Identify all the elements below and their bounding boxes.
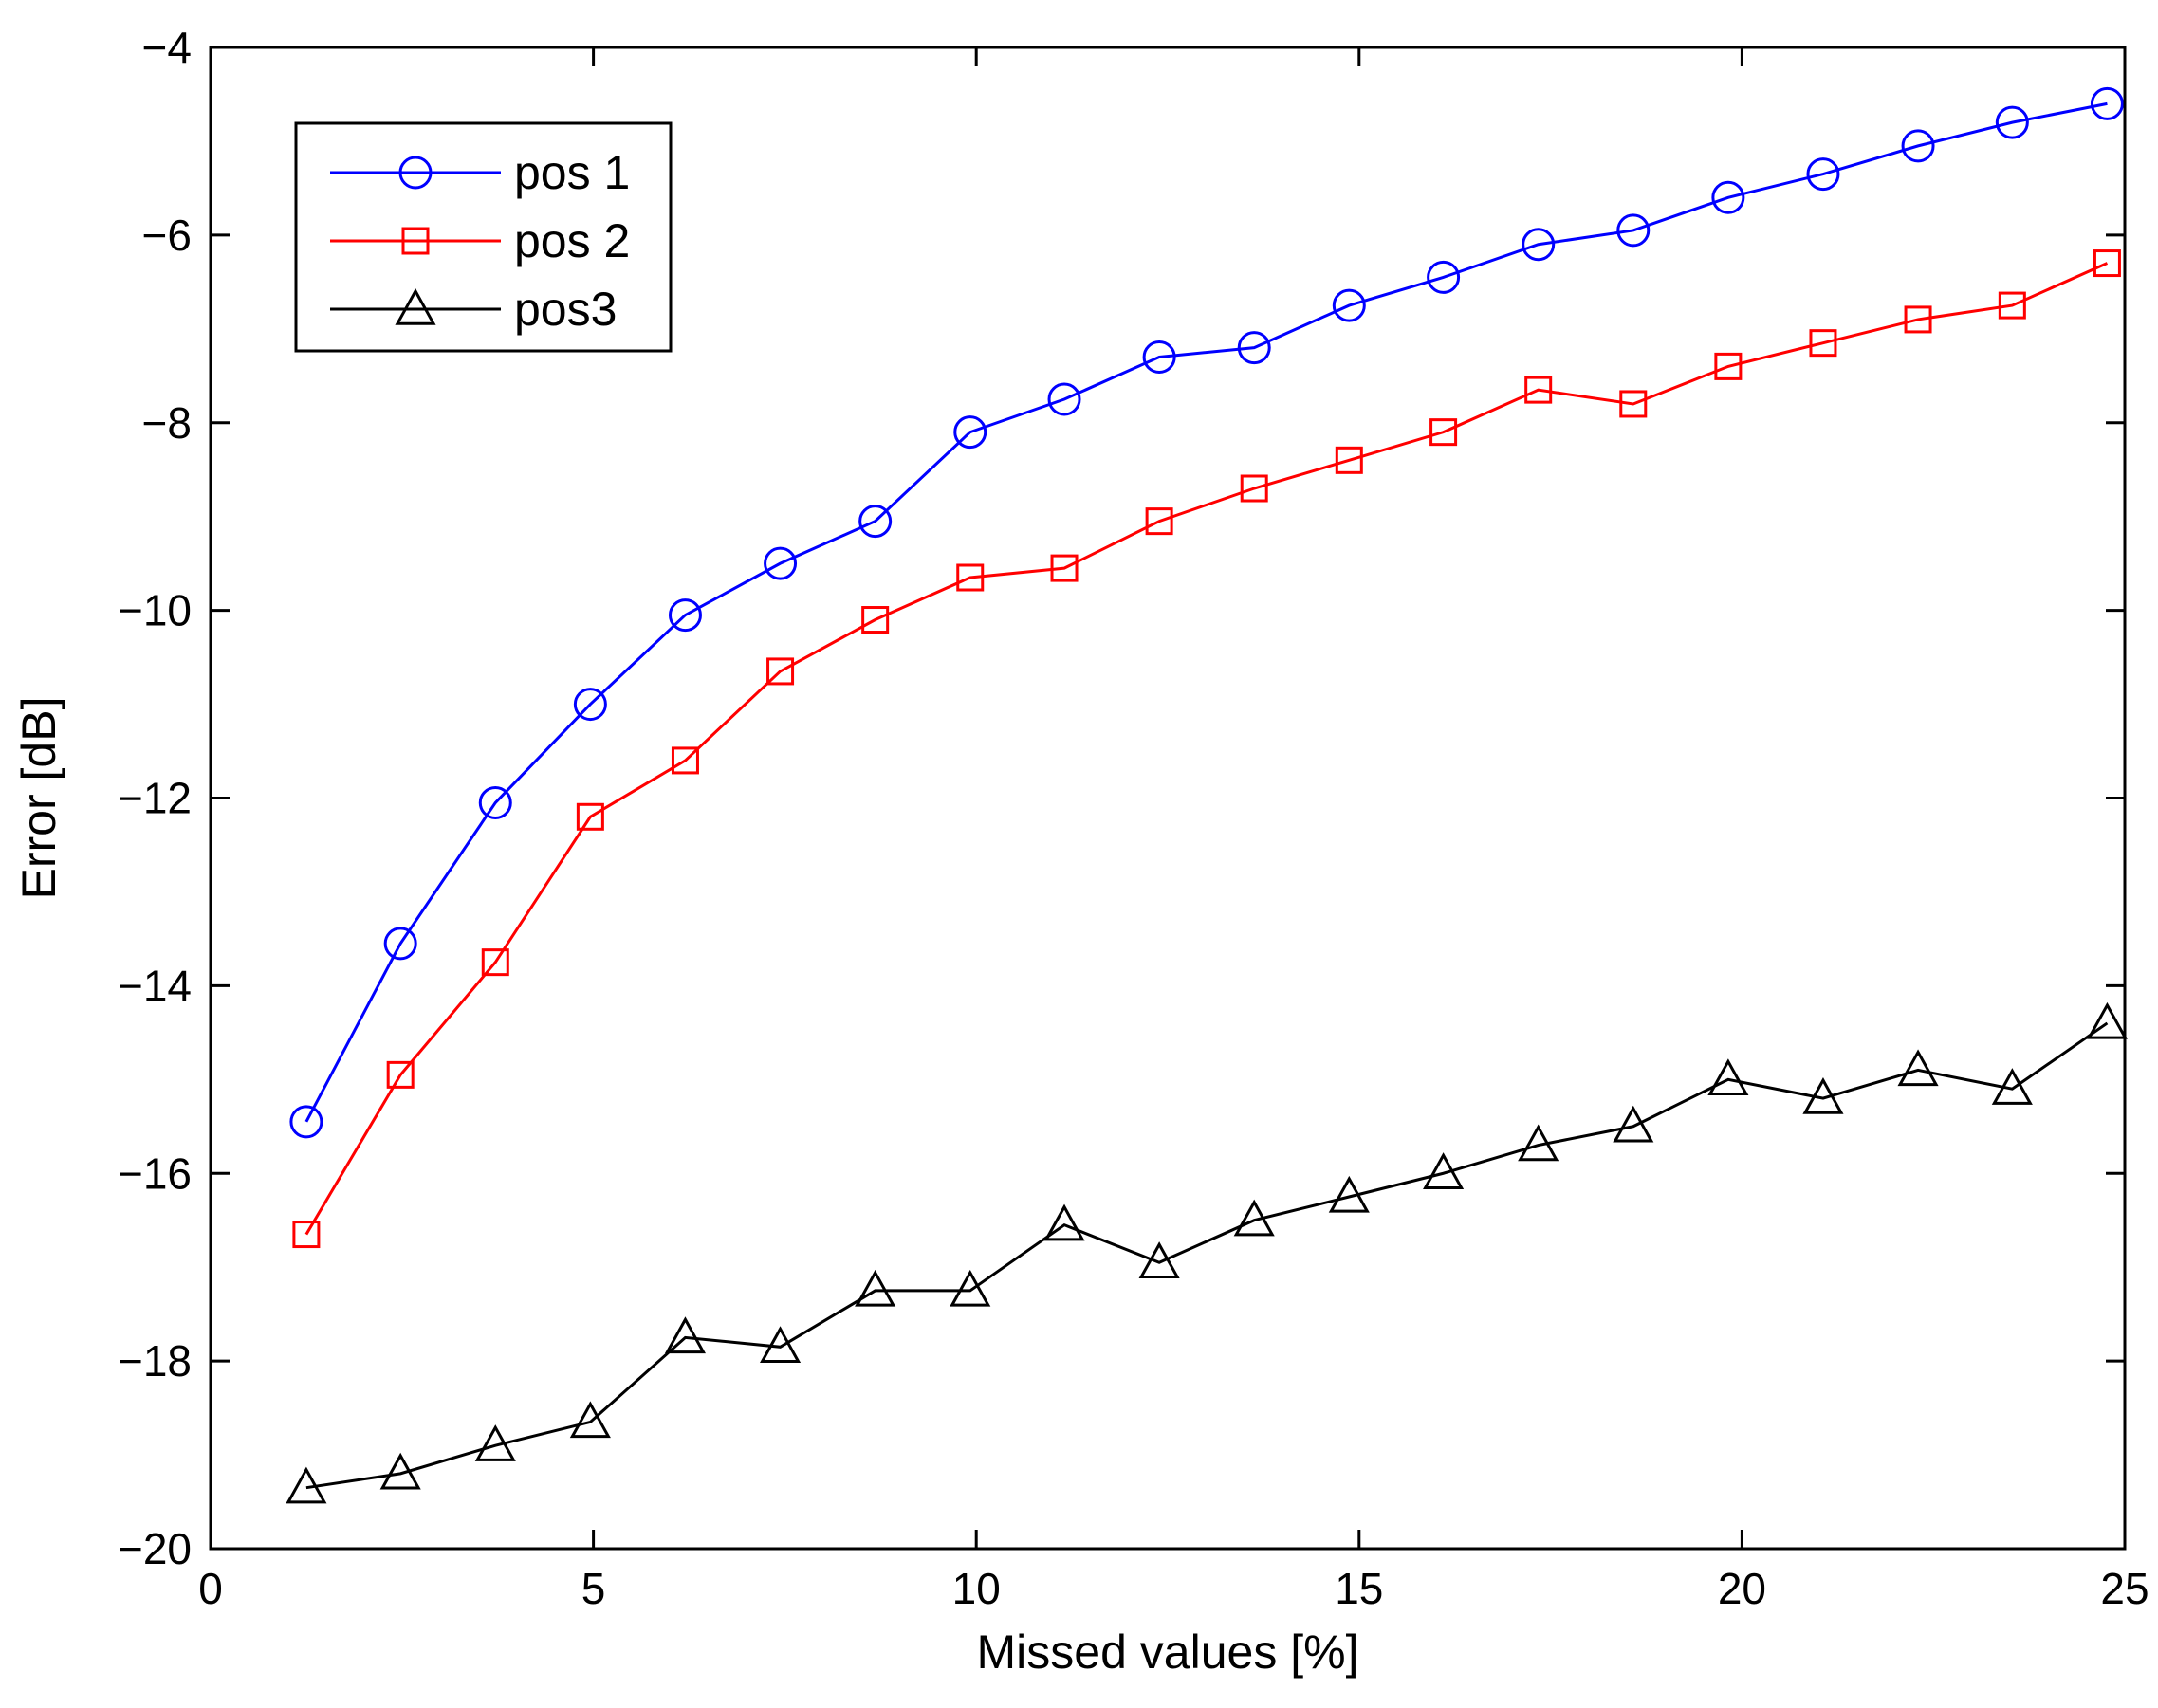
y-axis-label: Error [dB] [12, 697, 65, 900]
data-point-pos-1 [1616, 213, 1651, 248]
data-point-pos-2 [1809, 329, 1837, 358]
data-point-pos3 [1802, 1077, 1844, 1114]
data-point-pos-1 [478, 785, 512, 819]
data-point-pos-1 [289, 1105, 323, 1139]
legend-swatch-marker [401, 227, 430, 255]
legend-item-pos3: pos3 [330, 283, 617, 336]
data-point-pos-1 [1995, 105, 2029, 139]
data-point-pos3 [569, 1401, 611, 1439]
data-point-pos-2 [956, 563, 985, 592]
data-point-pos-1 [953, 415, 987, 450]
legend-item-pos-1: pos 1 [330, 146, 630, 199]
data-point-pos-2 [1524, 376, 1553, 404]
data-point-pos-1 [1047, 382, 1081, 416]
data-point-pos3 [1138, 1241, 1180, 1278]
data-point-pos-2 [671, 746, 699, 775]
legend-swatch-marker [398, 156, 433, 190]
x-tick-label: 25 [2100, 1564, 2149, 1613]
data-point-pos-2 [386, 1060, 415, 1089]
data-point-pos-2 [1240, 474, 1268, 503]
data-point-pos-1 [764, 546, 798, 580]
legend-label: pos 2 [514, 214, 630, 267]
data-point-pos-1 [1237, 331, 1271, 365]
data-point-pos3 [2086, 1001, 2128, 1039]
x-axis-label: Missed values [%] [977, 1625, 1359, 1679]
ticks-layer: 0 5 10 15 20 25 −20 −18 −16 −14 −12 −10 −8 −6 −4 [118, 23, 2149, 1613]
x-tick-label: 15 [1335, 1564, 1383, 1613]
data-point-pos3 [664, 1316, 707, 1354]
data-point-pos-2 [861, 606, 890, 634]
data-point-pos-2 [576, 802, 604, 831]
legend-label: pos3 [514, 283, 617, 336]
data-point-pos-1 [858, 505, 893, 539]
data-point-pos-1 [2090, 86, 2124, 120]
data-point-pos3 [1897, 1049, 1939, 1087]
data-point-pos3 [760, 1326, 802, 1363]
data-point-pos-1 [1427, 260, 1461, 294]
y-tick-label: −10 [118, 586, 192, 635]
data-point-pos-2 [1714, 352, 1743, 380]
y-tick-label: −6 [142, 211, 192, 260]
data-point-pos-2 [1050, 554, 1079, 582]
data-point-pos3 [474, 1424, 516, 1461]
y-tick-label: −14 [118, 961, 192, 1010]
data-point-pos-2 [1619, 390, 1648, 418]
data-point-pos3 [286, 1466, 327, 1504]
y-tick-label: −18 [118, 1336, 192, 1386]
series-layer [286, 86, 2128, 1504]
data-point-pos3 [1328, 1175, 1370, 1213]
data-point-pos-1 [668, 598, 702, 633]
data-point-pos-1 [1142, 340, 1176, 374]
legend-label: pos 1 [514, 146, 630, 199]
data-point-pos3 [1233, 1199, 1275, 1237]
data-point-pos-2 [1429, 418, 1458, 447]
data-point-pos-2 [481, 948, 509, 977]
series-pos-1 [289, 86, 2124, 1139]
data-point-pos3 [379, 1452, 421, 1490]
legend: pos 1 pos 2 pos3 [294, 121, 673, 353]
y-tick-label: −8 [142, 398, 192, 448]
y-tick-label: −12 [118, 774, 192, 823]
x-tick-label: 0 [198, 1564, 223, 1613]
data-point-pos-1 [383, 927, 417, 961]
data-point-pos-1 [1806, 157, 1840, 192]
y-tick-label: −16 [118, 1148, 192, 1198]
data-point-pos3 [1043, 1203, 1085, 1241]
x-tick-label: 5 [581, 1564, 606, 1613]
series-line-pos3 [305, 1021, 2109, 1490]
data-point-pos3 [1991, 1068, 2033, 1105]
series-pos-2 [292, 249, 2121, 1249]
data-point-pos-2 [1904, 305, 1932, 334]
x-tick-label: 10 [952, 1564, 1001, 1613]
legend-item-pos-2: pos 2 [330, 214, 630, 267]
data-point-pos-1 [1711, 180, 1745, 214]
x-tick-label: 20 [1718, 1564, 1766, 1613]
data-point-pos-1 [573, 688, 607, 722]
y-tick-label: −4 [142, 23, 192, 72]
data-point-pos3 [1707, 1058, 1749, 1096]
data-point-pos-2 [2093, 249, 2121, 278]
data-point-pos3 [855, 1269, 896, 1307]
series-pos3 [286, 1001, 2128, 1504]
data-point-pos-2 [1145, 507, 1173, 536]
data-point-pos-2 [1998, 291, 2026, 320]
legend-swatch-marker [395, 287, 436, 325]
legend-box [294, 121, 673, 353]
data-point-pos-1 [1522, 228, 1556, 262]
y-tick-label: −20 [118, 1524, 192, 1573]
data-point-pos3 [1518, 1124, 1559, 1162]
data-point-pos3 [1613, 1105, 1654, 1143]
data-point-pos-2 [1335, 446, 1363, 474]
data-point-pos-2 [766, 657, 795, 686]
data-point-pos-1 [1332, 288, 1366, 322]
series-line-pos-2 [304, 262, 2109, 1236]
data-point-pos-1 [1901, 129, 1935, 163]
data-point-pos3 [1423, 1152, 1465, 1189]
data-point-pos3 [950, 1269, 991, 1307]
data-point-pos-2 [292, 1221, 321, 1249]
